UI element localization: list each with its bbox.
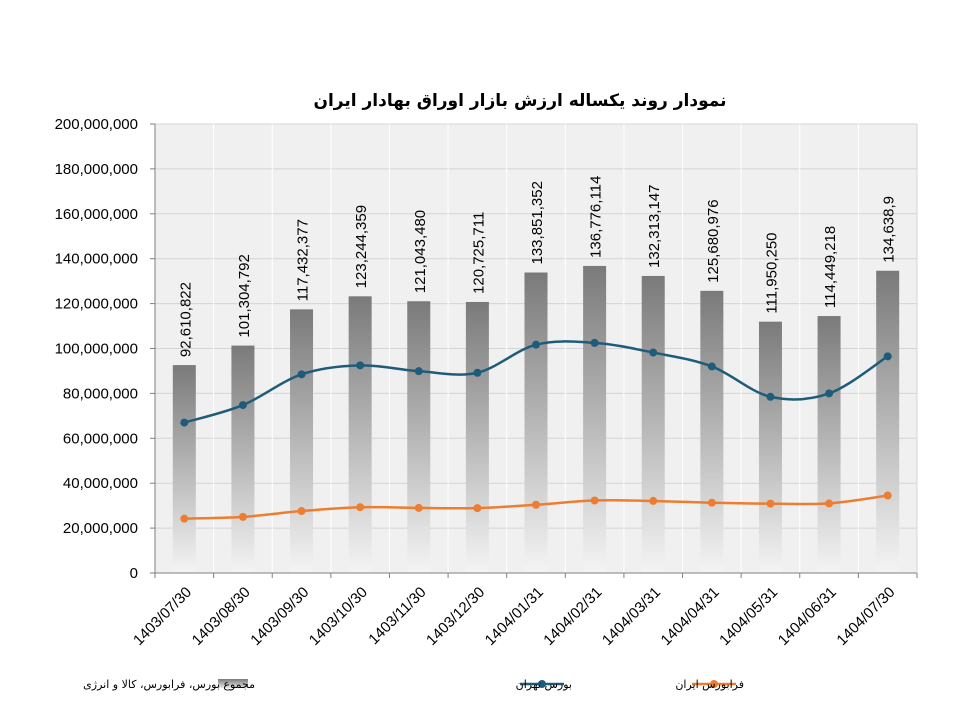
bar-data-label: 111,950,250 (763, 232, 780, 313)
x-tick-label: 1404/07/30 (833, 584, 898, 649)
bar-data-label: 134,638,9 (881, 196, 898, 263)
bar (583, 265, 607, 573)
legend-marker-farabourse (710, 680, 718, 688)
series-point-2 (590, 496, 599, 505)
bar-data-label: 133,851,352 (529, 181, 546, 264)
y-tick-label: 20,000,000 (63, 520, 138, 537)
series-point-1 (590, 338, 599, 347)
chart-title: نمودار روند یکساله ارزش بازار اوراق بهاد… (313, 91, 726, 111)
series-point-2 (473, 504, 482, 513)
series-point-2 (532, 500, 540, 509)
series-point-2 (180, 514, 189, 523)
series-point-1 (532, 340, 540, 349)
bar-data-label: 114,449,218 (822, 226, 839, 308)
y-tick-label: 180,000,000 (55, 161, 138, 178)
y-tick-label: 100,000,000 (55, 341, 138, 358)
y-tick-label: 160,000,000 (55, 206, 138, 223)
x-tick-label: 1403/09/30 (247, 584, 312, 649)
gridlines (155, 123, 917, 573)
x-tick-label: 1404/05/31 (716, 584, 781, 649)
series-point-2 (414, 503, 423, 512)
bar-data-label: 132,313,147 (646, 185, 663, 268)
series-point-1 (356, 361, 365, 370)
bar-data-label: 121,043,480 (412, 210, 429, 293)
bar (758, 321, 782, 573)
x-tick-label: 1404/01/31 (482, 584, 547, 649)
legend-label-tehran: بورس تهران (516, 678, 572, 691)
series-point-1 (414, 367, 423, 376)
series-point-2 (825, 499, 834, 508)
legend-label-total: مجموع بورس، فرابورس، کالا و انرژی (83, 678, 255, 691)
y-tick-label: 0 (130, 565, 138, 582)
legend-marker-tehran (538, 680, 546, 688)
bar (876, 270, 900, 573)
bar (641, 275, 665, 573)
bar (231, 345, 255, 573)
bar-data-label: 120,725,711 (470, 212, 487, 294)
x-tick-label: 1404/02/31 (540, 584, 605, 649)
bar (465, 301, 489, 573)
y-tick-label: 140,000,000 (55, 251, 138, 268)
bar-data-label: 101,304,792 (236, 254, 253, 337)
bar (172, 365, 196, 573)
y-tick-label: 60,000,000 (63, 430, 138, 447)
series-point-1 (238, 401, 247, 410)
x-tick-label: 1404/06/31 (775, 584, 840, 649)
series-point-2 (766, 499, 775, 508)
legend-swatch-total (218, 679, 248, 688)
x-tick-label: 1403/07/30 (130, 584, 195, 649)
x-tick-label: 1403/12/30 (423, 584, 488, 649)
legend: مجموع بورس، فرابورس، کالا و انرژی بورس ت… (83, 678, 744, 691)
series-point-2 (883, 491, 892, 500)
series-point-2 (297, 507, 306, 516)
series-point-1 (707, 362, 716, 371)
y-tick-label: 200,000,000 (55, 116, 138, 133)
y-tick-label: 80,000,000 (63, 385, 138, 402)
series-point-1 (297, 370, 306, 379)
x-tick-label: 1404/03/31 (599, 584, 664, 649)
bar (290, 309, 314, 573)
bar (524, 272, 548, 573)
series-point-1 (649, 348, 658, 357)
bar-data-label: 125,680,976 (705, 199, 722, 282)
x-tick-label: 1404/04/31 (658, 584, 723, 649)
series-point-1 (825, 389, 834, 398)
x-tick-label: 1403/11/30 (365, 584, 429, 648)
series-point-2 (356, 503, 365, 512)
bar (700, 290, 724, 573)
y-tick-label: 120,000,000 (55, 296, 138, 313)
bar (407, 301, 431, 573)
series-point-2 (238, 512, 247, 521)
x-tick-label: 1403/10/30 (306, 584, 371, 649)
data-labels: 92,610,822 101,304,792 117,432,377 123,244,… (177, 176, 897, 357)
bar-data-label: 123,244,359 (353, 205, 370, 288)
series-point-1 (473, 368, 482, 377)
series-point-1 (766, 392, 775, 401)
line-series (180, 338, 892, 523)
series-point-2 (707, 498, 716, 507)
series-point-1 (180, 418, 189, 427)
bar-data-label: 117,432,377 (295, 219, 312, 301)
bar-data-label: 136,776,114 (588, 176, 605, 258)
bar (817, 316, 841, 573)
legend-label-farabourse: فرابورس ایران (675, 678, 744, 691)
x-tick-label: 1403/08/30 (189, 584, 254, 649)
bar (348, 296, 372, 573)
series-point-2 (649, 496, 658, 505)
series-point-1 (883, 352, 892, 361)
y-tick-label: 40,000,000 (63, 475, 138, 492)
bar-data-label: 92,610,822 (177, 282, 194, 357)
